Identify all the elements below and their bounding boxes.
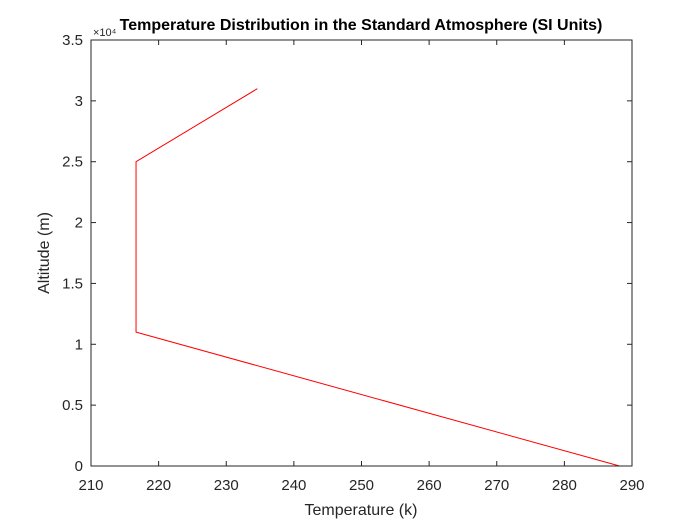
curve-layer — [135, 88, 620, 467]
y-tick-label: 3 — [75, 93, 83, 110]
x-tick-label: 230 — [214, 477, 239, 494]
x-tick-label: 210 — [78, 477, 103, 494]
x-axis-label: Temperature (k) — [305, 502, 418, 519]
axes-box — [90, 39, 633, 467]
x-tick-label: 250 — [349, 477, 374, 494]
x-tick-label: 280 — [552, 477, 577, 494]
x-tick-label: 290 — [619, 477, 644, 494]
y-axis-exponent-label: ×10⁴ — [93, 27, 117, 39]
tick-layer: 210 220 230 240 250 260 270 280 290 0 0.5 1 1.5 2 2.5 3… — [62, 32, 644, 494]
y-tick-label: 3.5 — [62, 32, 83, 49]
y-tick-label: 1.5 — [62, 275, 83, 292]
x-tick-label: 270 — [484, 477, 509, 494]
x-tick-label: 260 — [417, 477, 442, 494]
y-tick-label: 0.5 — [62, 397, 83, 414]
y-tick-label: 2 — [75, 215, 83, 232]
temperature-profile-line — [135, 88, 620, 467]
y-tick-label: 2.5 — [62, 154, 83, 171]
x-tick-label: 240 — [281, 477, 306, 494]
y-tick-label: 1 — [75, 336, 83, 353]
x-tick-label: 220 — [146, 477, 171, 494]
y-axis-label: Altitude (m) — [36, 212, 53, 294]
chart-title: Temperature Distribution in the Standard… — [120, 17, 603, 34]
y-tick-label: 0 — [75, 458, 83, 475]
plot-area — [91, 40, 632, 466]
